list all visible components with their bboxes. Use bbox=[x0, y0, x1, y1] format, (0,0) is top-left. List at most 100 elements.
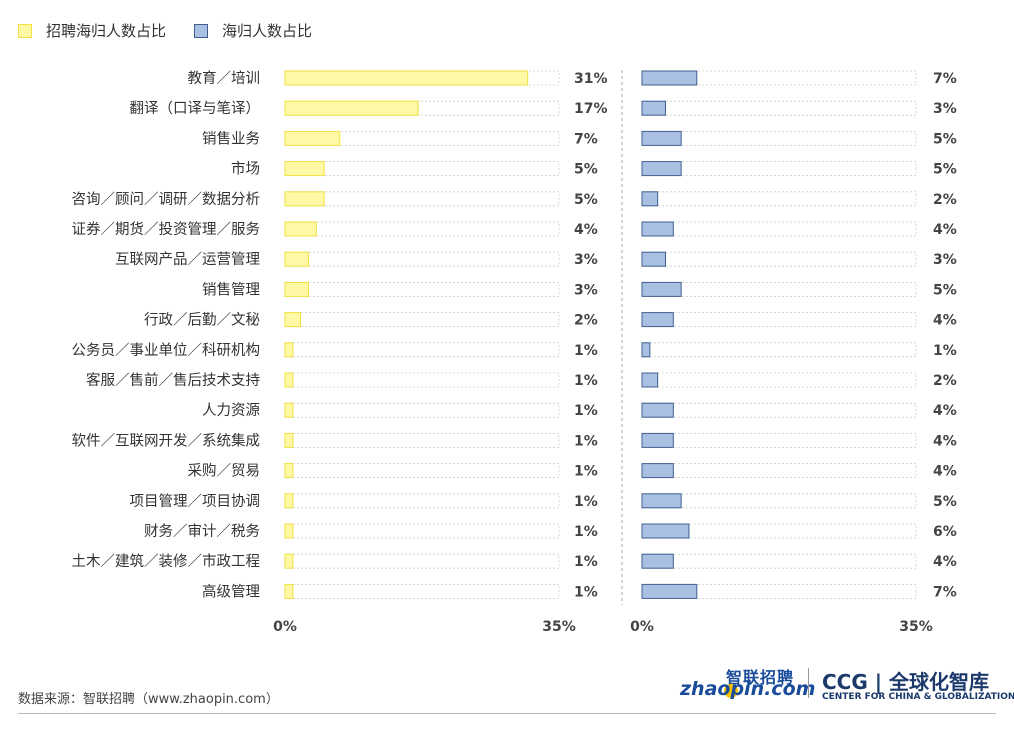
category-label: 项目管理／项目协调 bbox=[130, 493, 261, 510]
logo-divider bbox=[808, 668, 809, 698]
bar-returnee bbox=[641, 432, 674, 448]
bar-recruit bbox=[284, 312, 302, 328]
legend-item-recruit: 招聘海归人数占比 bbox=[18, 20, 166, 41]
bar-track-recruit bbox=[284, 372, 560, 388]
bar-track-returnee bbox=[641, 432, 917, 448]
value-label-returnee: 5% bbox=[933, 131, 957, 147]
value-label-recruit: 1% bbox=[574, 554, 598, 570]
bar-returnee bbox=[641, 100, 666, 116]
bar-track-recruit bbox=[284, 221, 560, 237]
value-label-returnee: 7% bbox=[933, 584, 957, 600]
category-label: 行政／后勤／文秘 bbox=[144, 312, 260, 329]
value-label-recruit: 5% bbox=[574, 162, 598, 178]
bar-track-returnee bbox=[641, 251, 917, 267]
bar-recruit bbox=[284, 281, 309, 297]
category-label: 教育／培训 bbox=[188, 70, 261, 87]
zhaopin-logo-cn: 智联招聘 bbox=[726, 668, 795, 687]
value-label-returnee: 2% bbox=[933, 192, 957, 208]
value-label-recruit: 3% bbox=[574, 282, 598, 298]
category-label: 公务员／事业单位／科研机构 bbox=[72, 342, 261, 359]
value-label-returnee: 4% bbox=[933, 464, 957, 480]
bar-chart: 教育／培训 31% 7% 翻译（口译与笔译） 17% 3% 销售业务 7% 5% 市场 5% 5% 咨询… bbox=[72, 70, 957, 635]
bar-recruit bbox=[284, 463, 294, 479]
value-label-recruit: 1% bbox=[574, 433, 598, 449]
bar-track-recruit bbox=[284, 191, 560, 207]
bar-returnee bbox=[641, 463, 674, 479]
bar-track-recruit bbox=[284, 584, 560, 599]
legend-item-returnee: 海归人数占比 bbox=[194, 20, 312, 41]
bar-track-recruit bbox=[284, 161, 560, 177]
zhaopin-logo: 智联招聘 zhaopin.com bbox=[680, 664, 815, 708]
bar-returnee bbox=[641, 251, 666, 267]
axis-tick-label-returnee-min: 0% bbox=[630, 619, 654, 635]
legend-label-returnee: 海归人数占比 bbox=[222, 22, 313, 40]
value-label-returnee: 4% bbox=[933, 433, 957, 449]
axis-tick-label-recruit-max: 35% bbox=[542, 619, 576, 635]
bar-track-returnee bbox=[641, 342, 917, 358]
value-label-recruit: 17% bbox=[574, 101, 608, 117]
bar-returnee bbox=[641, 161, 682, 177]
value-label-recruit: 1% bbox=[574, 403, 598, 419]
value-label-returnee: 3% bbox=[933, 101, 957, 117]
bar-returnee bbox=[641, 493, 682, 509]
category-label: 销售管理 bbox=[202, 281, 260, 298]
axis-tick-label-recruit-min: 0% bbox=[273, 619, 297, 635]
category-label: 市场 bbox=[231, 161, 260, 178]
bar-returnee bbox=[641, 70, 698, 86]
value-label-returnee: 4% bbox=[933, 403, 957, 419]
bar-recruit bbox=[284, 432, 294, 448]
footer-divider bbox=[18, 713, 996, 714]
zhaopin-logo-dot bbox=[724, 684, 738, 698]
zhaopin-logo-en: zhaopin.com bbox=[680, 678, 816, 700]
legend-swatch-recruit bbox=[18, 23, 32, 38]
bar-recruit bbox=[284, 493, 294, 509]
category-label: 互联网产品／运营管理 bbox=[115, 251, 260, 268]
ccg-logo-main: CCG | 全球化智库 bbox=[822, 670, 990, 694]
value-label-recruit: 31% bbox=[574, 71, 608, 87]
value-label-returnee: 4% bbox=[933, 313, 957, 329]
bar-returnee bbox=[641, 553, 674, 569]
bar-recruit bbox=[284, 553, 294, 569]
bar-recruit bbox=[284, 70, 529, 86]
legend-label-recruit: 招聘海归人数占比 bbox=[46, 22, 167, 40]
source-note: 数据来源：智联招聘（www.zhaopin.com） bbox=[18, 692, 279, 707]
bar-returnee bbox=[641, 342, 651, 358]
bar-returnee bbox=[641, 130, 682, 146]
bar-track-returnee bbox=[641, 312, 917, 328]
bar-recruit bbox=[284, 161, 325, 177]
value-label-returnee: 4% bbox=[933, 222, 957, 238]
bar-track-returnee bbox=[641, 372, 917, 388]
bar-track-returnee bbox=[641, 221, 917, 237]
value-label-returnee: 5% bbox=[933, 162, 957, 178]
ccg-logo: CCG | 全球化智库 CENTER FOR CHINA & GLOBALIZA… bbox=[822, 664, 1014, 708]
category-label: 软件／互联网开发／系统集成 bbox=[72, 432, 261, 449]
bar-track-recruit bbox=[284, 312, 560, 328]
value-label-recruit: 7% bbox=[574, 131, 598, 147]
category-label: 销售业务 bbox=[202, 130, 260, 147]
bar-track-recruit bbox=[284, 432, 560, 448]
category-label: 财务／审计／税务 bbox=[144, 523, 260, 540]
bar-recruit bbox=[284, 523, 294, 539]
bar-track-returnee bbox=[641, 100, 917, 116]
bar-recruit bbox=[284, 372, 294, 388]
legend: 招聘海归人数占比 海归人数占比 bbox=[18, 20, 340, 41]
category-label: 客服／售前／售后技术支持 bbox=[86, 372, 260, 389]
bar-track-returnee bbox=[641, 161, 917, 177]
category-label: 咨询／顾问／调研／数据分析 bbox=[72, 191, 261, 208]
value-label-recruit: 3% bbox=[574, 252, 598, 268]
bar-track-returnee bbox=[641, 402, 917, 418]
value-label-recruit: 1% bbox=[574, 524, 598, 540]
bar-track-recruit bbox=[284, 523, 560, 539]
bar-track-returnee bbox=[641, 553, 917, 569]
category-label: 土木／建筑／装修／市政工程 bbox=[72, 553, 261, 570]
bar-recruit bbox=[284, 191, 325, 207]
bar-recruit bbox=[284, 221, 317, 237]
legend-swatch-returnee bbox=[194, 23, 209, 38]
bar-returnee bbox=[641, 372, 659, 388]
bar-track-returnee bbox=[641, 130, 917, 146]
value-label-recruit: 1% bbox=[574, 343, 598, 359]
value-label-returnee: 7% bbox=[933, 71, 957, 87]
value-label-returnee: 4% bbox=[933, 554, 957, 570]
value-label-recruit: 1% bbox=[574, 494, 598, 510]
value-label-recruit: 2% bbox=[574, 313, 598, 329]
